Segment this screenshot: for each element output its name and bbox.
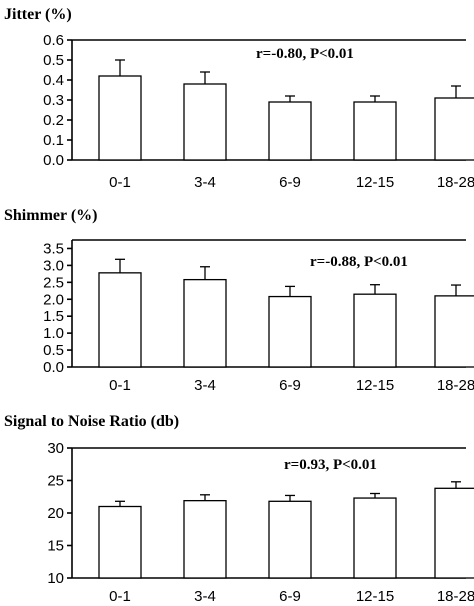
shimmer-y-tick-label: 1.0 xyxy=(43,325,64,342)
shimmer-correlation-annotation: r=-0.88, P<0.01 xyxy=(310,254,408,270)
snr-category-label: 3-4 xyxy=(194,588,216,605)
shimmer-bar xyxy=(98,272,142,368)
shimmer-category-label: 12-15 xyxy=(356,377,394,394)
shimmer-y-ticks: 0.00.51.01.52.02.53.03.5 xyxy=(43,240,72,376)
jitter-bar xyxy=(98,75,142,161)
shimmer-chart-title: Shimmer (%) xyxy=(4,207,97,224)
shimmer-y-tick-label: 3.0 xyxy=(43,257,64,274)
shimmer-bar xyxy=(183,278,227,368)
shimmer-bar xyxy=(353,293,397,368)
snr-y-ticks: 10 15 20 25 30 xyxy=(47,440,72,587)
jitter-category-label: 18-28 xyxy=(437,174,474,191)
jitter-correlation-annotation: r=-0.80, P<0.01 xyxy=(256,46,354,62)
jitter-y-tick-label: 0.4 xyxy=(43,72,64,89)
jitter-x-ticks: 0-1 3-4 6-9 12-15 18-28 xyxy=(109,174,474,191)
jitter-chart-title: Jitter (%) xyxy=(4,6,72,23)
snr-bar xyxy=(353,497,397,579)
snr-chart-title: Signal to Noise Ratio (db) xyxy=(4,413,179,430)
jitter-bar xyxy=(268,101,312,161)
shimmer-bar xyxy=(434,295,474,368)
jitter-y-tick-label: 0.0 xyxy=(43,152,64,169)
jitter-y-tick-label: 0.6 xyxy=(43,32,64,49)
snr-bar xyxy=(183,499,227,579)
shimmer-x-ticks: 0-1 3-4 6-9 12-15 18-28 xyxy=(109,377,474,394)
snr-bar xyxy=(434,487,474,579)
shimmer-y-tick-label: 0.5 xyxy=(43,342,64,359)
snr-y-tick-label: 25 xyxy=(47,473,64,490)
snr-y-tick-label: 30 xyxy=(47,440,64,457)
jitter-y-tick-label: 0.5 xyxy=(43,52,64,69)
shimmer-y-tick-label: 3.5 xyxy=(43,240,64,257)
jitter-category-label: 12-15 xyxy=(356,174,394,191)
jitter-bar xyxy=(434,97,474,161)
shimmer-category-label: 18-28 xyxy=(437,377,474,394)
jitter-bar xyxy=(353,101,397,161)
shimmer-category-label: 3-4 xyxy=(194,377,216,394)
snr-category-label: 12-15 xyxy=(356,588,394,605)
shimmer-panel: Shimmer (%) r=-0.88, P<0.01 0.00.51.01.5… xyxy=(4,207,474,394)
jitter-category-label: 3-4 xyxy=(194,174,216,191)
shimmer-category-label: 0-1 xyxy=(109,377,131,394)
jitter-bars xyxy=(98,59,474,161)
shimmer-category-label: 6-9 xyxy=(279,377,301,394)
shimmer-bar xyxy=(268,295,312,368)
snr-y-tick-label: 15 xyxy=(47,538,64,555)
shimmer-bars xyxy=(98,258,474,368)
shimmer-y-tick-label: 0.0 xyxy=(43,359,64,376)
jitter-category-label: 6-9 xyxy=(279,174,301,191)
snr-bar xyxy=(268,500,312,579)
shimmer-y-tick-label: 1.5 xyxy=(43,308,64,325)
jitter-bar xyxy=(183,83,227,161)
snr-category-label: 6-9 xyxy=(279,588,301,605)
snr-category-label: 18-28 xyxy=(437,588,474,605)
jitter-panel: Jitter (%) r=-0.80, P<0.01 0.00.10.20.30… xyxy=(4,6,474,191)
snr-y-tick-label: 10 xyxy=(47,570,64,587)
snr-panel: Signal to Noise Ratio (db) r=0.93, P<0.0… xyxy=(4,413,474,605)
snr-y-tick-label: 20 xyxy=(47,505,64,522)
shimmer-y-tick-label: 2.0 xyxy=(43,291,64,308)
snr-x-ticks: 0-1 3-4 6-9 12-15 18-28 xyxy=(109,588,474,605)
jitter-y-ticks: 0.0 0.1 0.2 0.3 0.4 0.5 0.6 xyxy=(43,32,72,169)
jitter-y-tick-label: 0.2 xyxy=(43,112,64,129)
jitter-category-label: 0-1 xyxy=(109,174,131,191)
snr-bar xyxy=(98,505,142,579)
snr-category-label: 0-1 xyxy=(109,588,131,605)
jitter-y-tick-label: 0.3 xyxy=(43,92,64,109)
snr-bars xyxy=(98,481,474,579)
shimmer-y-tick-label: 2.5 xyxy=(43,274,64,291)
jitter-y-tick-label: 0.1 xyxy=(43,132,64,149)
snr-correlation-annotation: r=0.93, P<0.01 xyxy=(284,457,377,473)
